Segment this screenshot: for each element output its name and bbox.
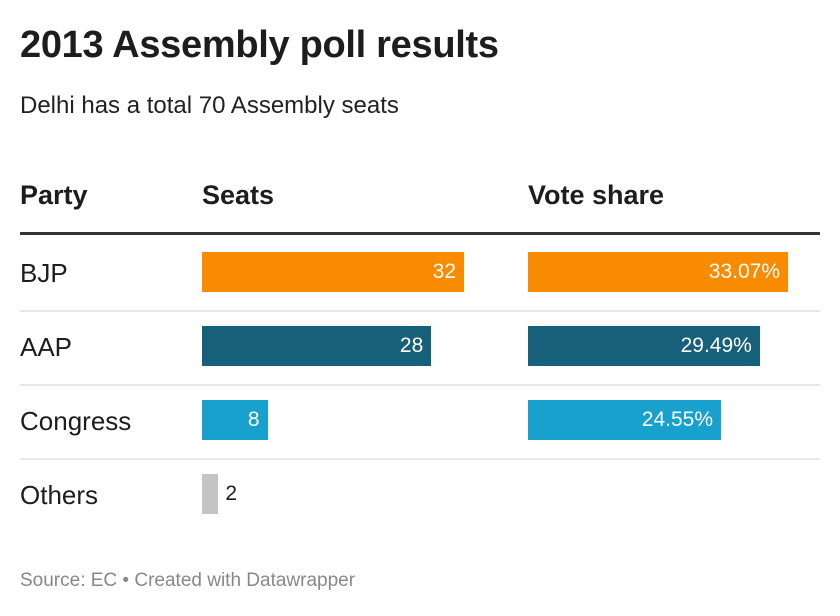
vote-share-bar: 24.55%	[528, 400, 721, 440]
header-vote-share: Vote share	[528, 180, 665, 210]
vote-share-value-label: 33.07%	[708, 260, 780, 283]
table-row: BJP 32 33.07%	[20, 236, 820, 312]
header-seats: Seats	[202, 180, 275, 210]
header-party: Party	[20, 180, 88, 210]
seats-value-label: 2	[225, 482, 238, 505]
table-row: Others 2	[20, 458, 820, 532]
header-divider	[20, 232, 820, 235]
table-row: Congress 8 24.55%	[20, 384, 820, 460]
seats-value-label: 8	[247, 408, 260, 431]
vote-share-value-label: 24.55%	[641, 408, 713, 431]
seats-bar	[202, 474, 219, 514]
seats-bar: 32	[202, 252, 464, 292]
vote-share-bar: 29.49%	[528, 326, 760, 366]
party-label: AAP	[20, 332, 73, 362]
chart-title: 2013 Assembly poll results	[20, 24, 499, 66]
party-label: Congress	[20, 406, 132, 436]
vote-share-value-label: 29.49%	[680, 334, 752, 357]
seats-value-label: 28	[399, 334, 424, 357]
chart-footer: Source: EC • Created with Datawrapper	[20, 570, 356, 591]
seats-value-label: 32	[432, 260, 456, 283]
party-label: BJP	[20, 258, 68, 288]
chart-subtitle: Delhi has a total 70 Assembly seats	[20, 92, 399, 119]
party-label: Others	[20, 480, 99, 510]
table-row: AAP 28 29.49%	[20, 310, 820, 386]
seats-bar: 28	[202, 326, 432, 366]
seats-bar: 8	[202, 400, 268, 440]
vote-share-bar: 33.07%	[528, 252, 788, 292]
